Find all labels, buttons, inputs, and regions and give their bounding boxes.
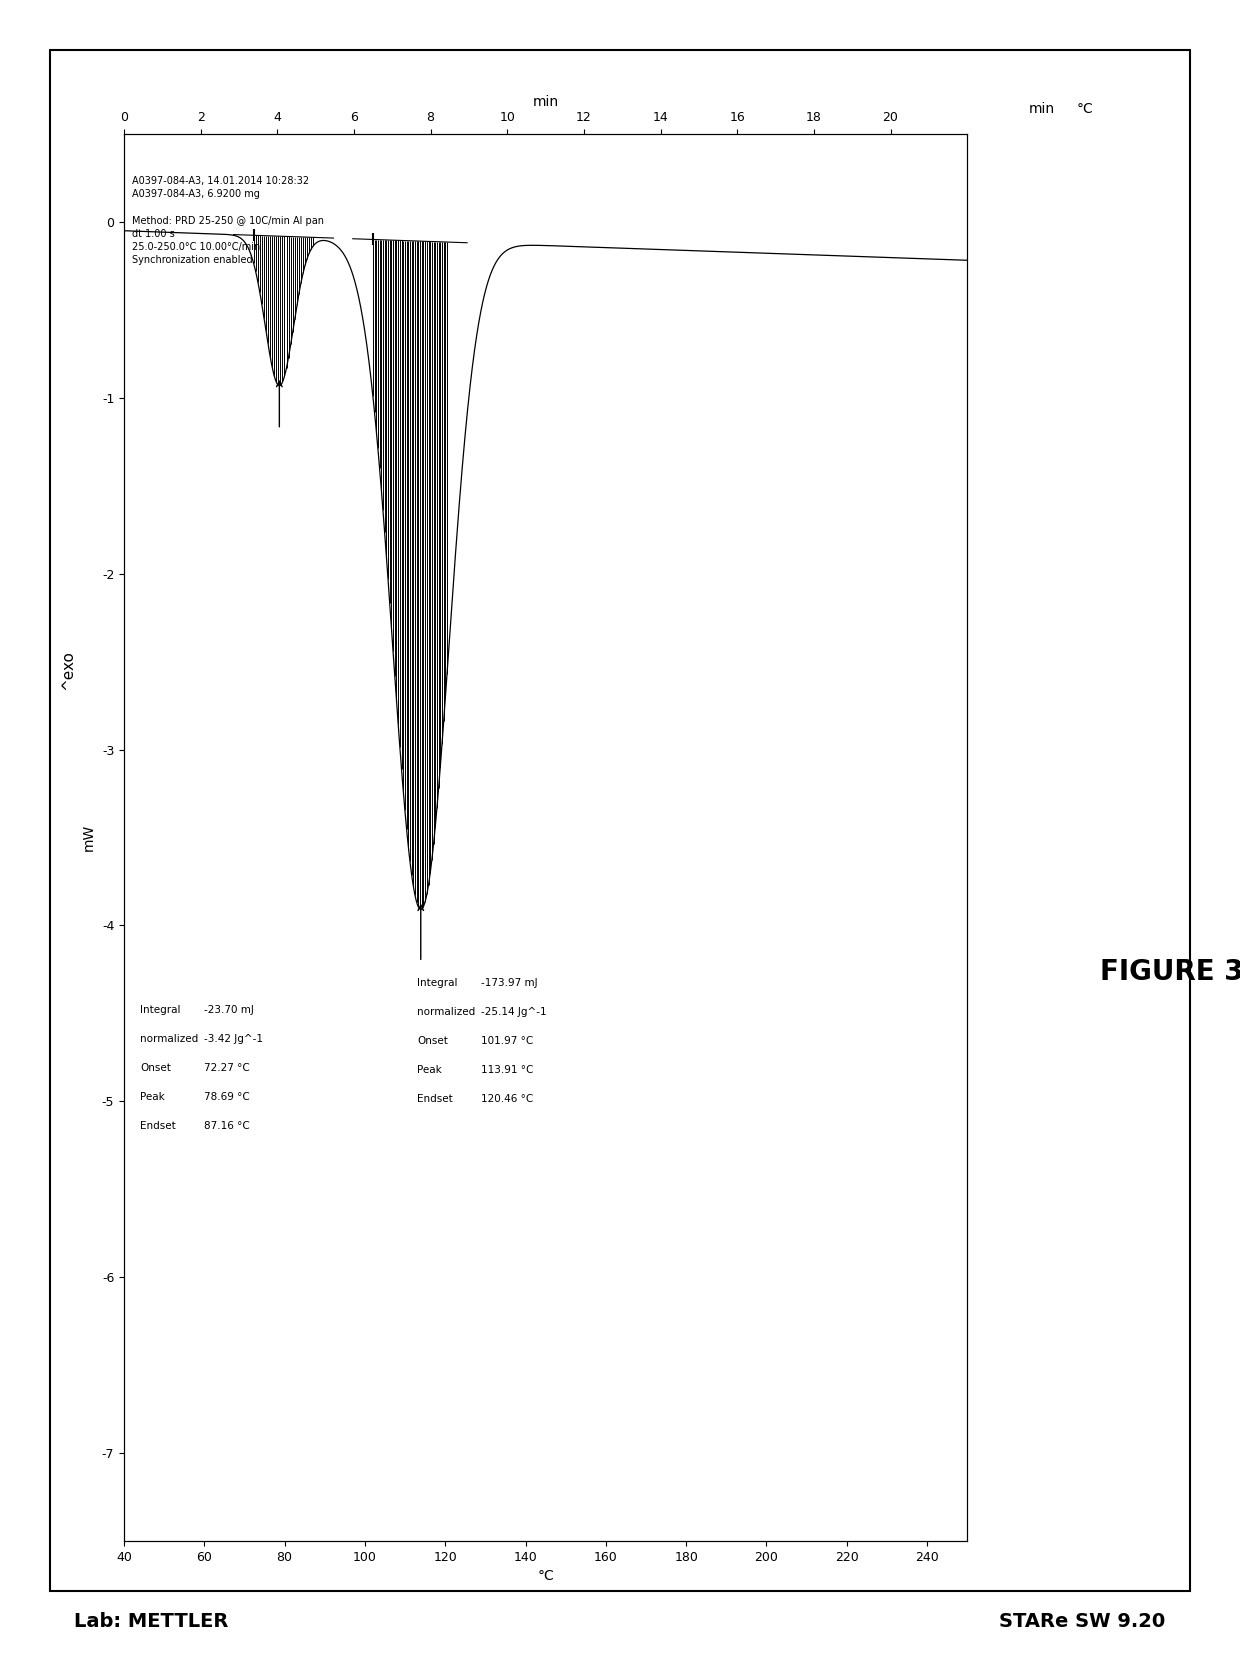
Text: Endset: Endset bbox=[417, 1094, 453, 1104]
Text: FIGURE 3: FIGURE 3 bbox=[1100, 958, 1240, 985]
Text: Onset: Onset bbox=[417, 1037, 448, 1047]
Text: 78.69 °C: 78.69 °C bbox=[205, 1092, 250, 1102]
Text: 113.91 °C: 113.91 °C bbox=[481, 1065, 533, 1075]
X-axis label: min: min bbox=[532, 95, 559, 109]
Text: Integral: Integral bbox=[140, 1005, 181, 1015]
X-axis label: °C: °C bbox=[537, 1569, 554, 1583]
Text: normalized: normalized bbox=[417, 1007, 475, 1017]
Text: Peak: Peak bbox=[417, 1065, 441, 1075]
Y-axis label: mW: mW bbox=[82, 824, 97, 851]
Text: 101.97 °C: 101.97 °C bbox=[481, 1037, 533, 1047]
Text: -3.42 Jg^-1: -3.42 Jg^-1 bbox=[205, 1033, 263, 1044]
Text: Onset: Onset bbox=[140, 1062, 171, 1072]
Text: Peak: Peak bbox=[140, 1092, 165, 1102]
Text: 72.27 °C: 72.27 °C bbox=[205, 1062, 250, 1072]
Text: 87.16 °C: 87.16 °C bbox=[205, 1121, 250, 1131]
Text: -25.14 Jg^-1: -25.14 Jg^-1 bbox=[481, 1007, 547, 1017]
Text: Integral: Integral bbox=[417, 978, 458, 988]
Text: normalized: normalized bbox=[140, 1033, 198, 1044]
Text: Lab: METTLER: Lab: METTLER bbox=[74, 1611, 228, 1631]
Text: A0397-084-A3, 14.01.2014 10:28:32
A0397-084-A3, 6.9200 mg

Method: PRD 25-250 @ : A0397-084-A3, 14.01.2014 10:28:32 A0397-… bbox=[133, 176, 325, 265]
Text: ^exo: ^exo bbox=[61, 650, 76, 690]
Text: °C: °C bbox=[1076, 102, 1094, 116]
Text: STARe SW 9.20: STARe SW 9.20 bbox=[999, 1611, 1166, 1631]
Text: min: min bbox=[1028, 102, 1055, 116]
Text: 120.46 °C: 120.46 °C bbox=[481, 1094, 533, 1104]
Text: Endset: Endset bbox=[140, 1121, 176, 1131]
Text: -23.70 mJ: -23.70 mJ bbox=[205, 1005, 254, 1015]
Text: -173.97 mJ: -173.97 mJ bbox=[481, 978, 538, 988]
